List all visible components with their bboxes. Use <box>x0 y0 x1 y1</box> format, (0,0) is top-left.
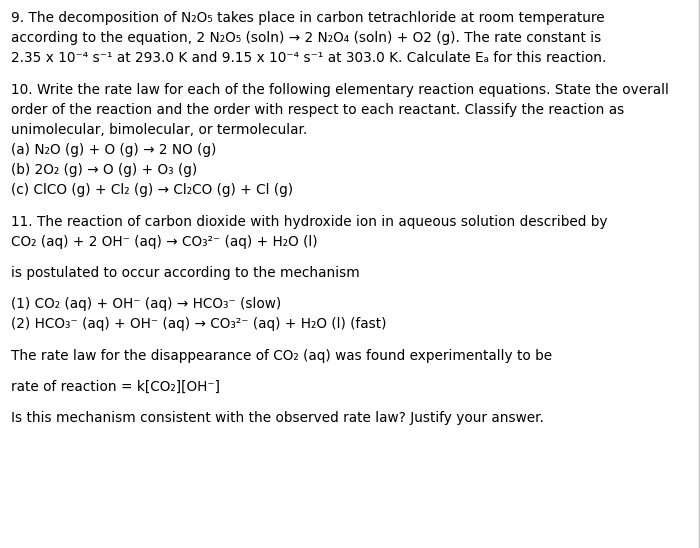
Text: 2.35 x 10⁻⁴ s⁻¹ at 293.0 K and 9.15 x 10⁻⁴ s⁻¹ at 303.0 K. Calculate Eₐ for this: 2.35 x 10⁻⁴ s⁻¹ at 293.0 K and 9.15 x 10… <box>11 52 606 65</box>
Text: 10. Write the rate law for each of the following elementary reaction equations. : 10. Write the rate law for each of the f… <box>11 83 669 96</box>
Text: (1) CO₂ (aq) + OH⁻ (aq) → HCO₃⁻ (slow): (1) CO₂ (aq) + OH⁻ (aq) → HCO₃⁻ (slow) <box>11 297 281 311</box>
Text: is postulated to occur according to the mechanism: is postulated to occur according to the … <box>11 266 360 280</box>
Text: Is this mechanism consistent with the observed rate law? Justify your answer.: Is this mechanism consistent with the ob… <box>11 411 544 425</box>
Text: (c) ClCO (g) + Cl₂ (g) → Cl₂CO (g) + Cl (g): (c) ClCO (g) + Cl₂ (g) → Cl₂CO (g) + Cl … <box>11 184 293 197</box>
Text: rate of reaction = k[CO₂][OH⁻]: rate of reaction = k[CO₂][OH⁻] <box>11 380 220 394</box>
Text: according to the equation, 2 N₂O₅ (soln) → 2 N₂O₄ (soln) + O2 (g). The rate cons: according to the equation, 2 N₂O₅ (soln)… <box>11 31 601 45</box>
Text: order of the reaction and the order with respect to each reactant. Classify the : order of the reaction and the order with… <box>11 103 624 117</box>
Text: (a) N₂O (g) + O (g) → 2 NO (g): (a) N₂O (g) + O (g) → 2 NO (g) <box>11 143 216 157</box>
Text: 11. The reaction of carbon dioxide with hydroxide ion in aqueous solution descri: 11. The reaction of carbon dioxide with … <box>11 215 608 229</box>
Text: unimolecular, bimolecular, or termolecular.: unimolecular, bimolecular, or termolecul… <box>11 123 307 137</box>
Text: CO₂ (aq) + 2 OH⁻ (aq) → CO₃²⁻ (aq) + H₂O (l): CO₂ (aq) + 2 OH⁻ (aq) → CO₃²⁻ (aq) + H₂O… <box>11 235 318 249</box>
Text: 9. The decomposition of N₂O₅ takes place in carbon tetrachloride at room tempera: 9. The decomposition of N₂O₅ takes place… <box>11 11 605 25</box>
Text: The rate law for the disappearance of CO₂ (aq) was found experimentally to be: The rate law for the disappearance of CO… <box>11 349 552 363</box>
Text: (2) HCO₃⁻ (aq) + OH⁻ (aq) → CO₃²⁻ (aq) + H₂O (l) (fast): (2) HCO₃⁻ (aq) + OH⁻ (aq) → CO₃²⁻ (aq) +… <box>11 317 386 332</box>
Text: (b) 2O₂ (g) → O (g) + O₃ (g): (b) 2O₂ (g) → O (g) + O₃ (g) <box>11 163 197 177</box>
